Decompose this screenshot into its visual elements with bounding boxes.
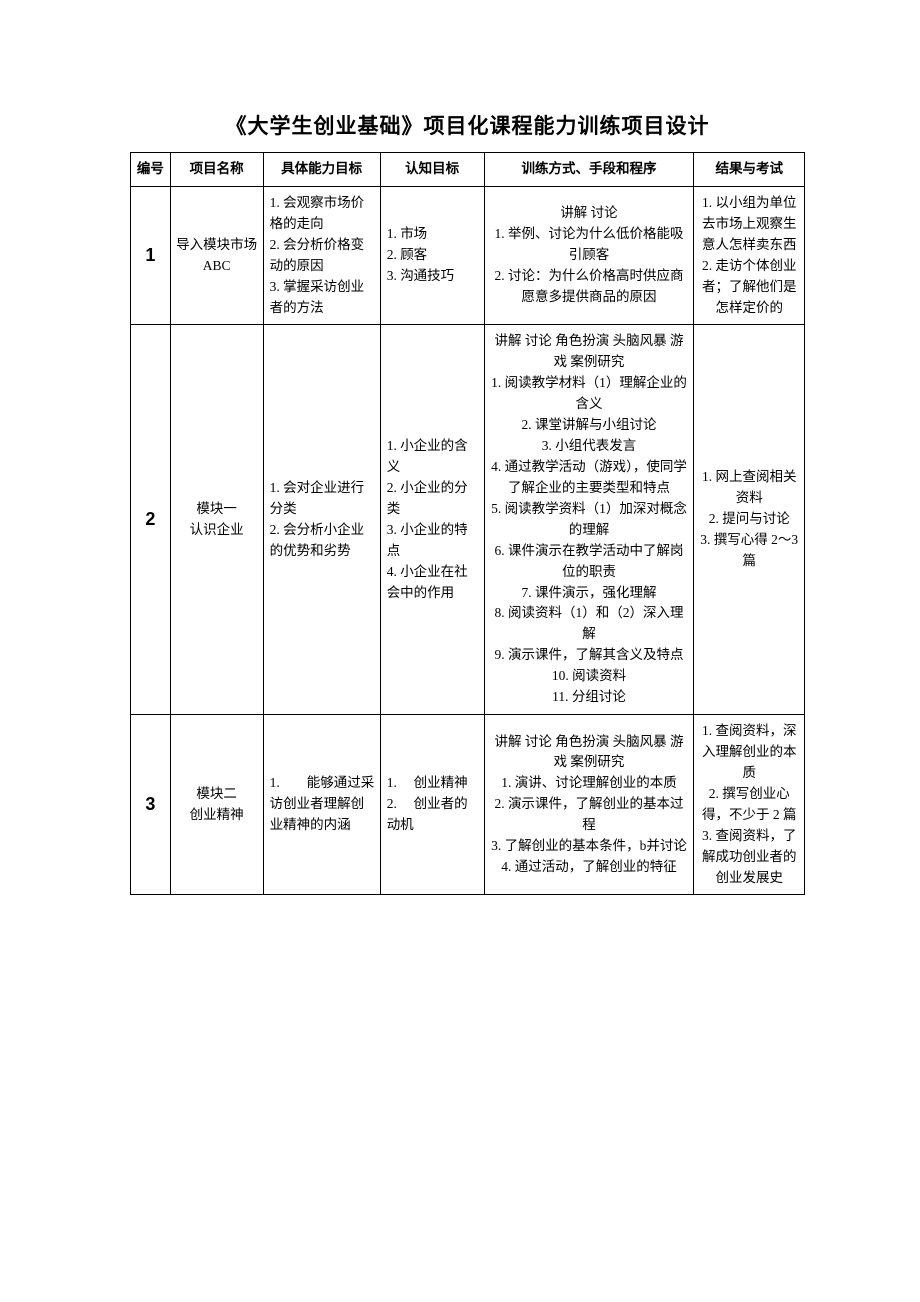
col-header-cognition: 认知目标 xyxy=(380,153,484,187)
cell-cognition: 1. 创业精神 2. 创业者的动机 xyxy=(380,715,484,895)
cell-name: 模块二 创业精神 xyxy=(170,715,263,895)
col-header-result: 结果与考试 xyxy=(694,153,805,187)
table-header-row: 编号 项目名称 具体能力目标 认知目标 训练方式、手段和程序 结果与考试 xyxy=(131,153,805,187)
cell-ability: 1. 会对企业进行分类 2. 会分析小企业的优势和劣势 xyxy=(263,325,380,715)
col-header-method: 训练方式、手段和程序 xyxy=(484,153,694,187)
curriculum-table: 编号 项目名称 具体能力目标 认知目标 训练方式、手段和程序 结果与考试 1 导… xyxy=(130,152,805,895)
table-row: 1 导入模块市场 ABC 1. 会观察市场价格的走向 2. 会分析价格变动的原因… xyxy=(131,186,805,325)
col-header-name: 项目名称 xyxy=(170,153,263,187)
cell-ability: 1. 能够通过采访创业者理解创业精神的内涵 xyxy=(263,715,380,895)
cell-ability: 1. 会观察市场价格的走向 2. 会分析价格变动的原因 3. 掌握采访创业者的方… xyxy=(263,186,380,325)
table-row: 3 模块二 创业精神 1. 能够通过采访创业者理解创业精神的内涵 1. 创业精神… xyxy=(131,715,805,895)
cell-name: 导入模块市场 ABC xyxy=(170,186,263,325)
cell-method: 讲解 讨论 1. 举例、讨论为什么低价格能吸引顾客 2. 讨论：为什么价格高时供… xyxy=(484,186,694,325)
cell-result: 1. 以小组为单位去市场上观察生意人怎样卖东西 2. 走访个体创业者；了解他们是… xyxy=(694,186,805,325)
cell-id: 1 xyxy=(131,186,171,325)
cell-id: 2 xyxy=(131,325,171,715)
cell-id: 3 xyxy=(131,715,171,895)
cell-cognition: 1. 市场 2. 顾客 3. 沟通技巧 xyxy=(380,186,484,325)
page-title: 《大学生创业基础》项目化课程能力训练项目设计 xyxy=(130,110,805,140)
cell-cognition: 1. 小企业的含义 2. 小企业的分类 3. 小企业的特点 4. 小企业在社会中… xyxy=(380,325,484,715)
col-header-id: 编号 xyxy=(131,153,171,187)
col-header-ability: 具体能力目标 xyxy=(263,153,380,187)
cell-method: 讲解 讨论 角色扮演 头脑风暴 游戏 案例研究 1. 阅读教学材料（1）理解企业… xyxy=(484,325,694,715)
table-row: 2 模块一 认识企业 1. 会对企业进行分类 2. 会分析小企业的优势和劣势 1… xyxy=(131,325,805,715)
cell-result: 1. 查阅资料，深入理解创业的本质 2. 撰写创业心得，不少于 2 篇 3. 查… xyxy=(694,715,805,895)
cell-name: 模块一 认识企业 xyxy=(170,325,263,715)
document-page: 《大学生创业基础》项目化课程能力训练项目设计 编号 项目名称 具体能力目标 认知… xyxy=(0,0,920,955)
cell-result: 1. 网上查阅相关资料 2. 提问与讨论 3. 撰写心得 2～3 篇 xyxy=(694,325,805,715)
cell-method: 讲解 讨论 角色扮演 头脑风暴 游戏 案例研究 1. 演讲、讨论理解创业的本质 … xyxy=(484,715,694,895)
